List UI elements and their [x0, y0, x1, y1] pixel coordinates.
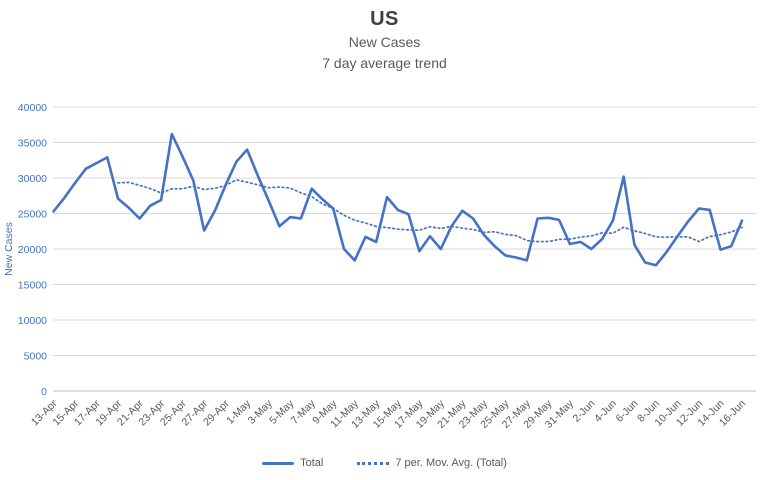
plot-svg: 0 5000 10000 15000 20000 25000 30000 35000 40000… — [3, 102, 756, 431]
total-line[interactable] — [52, 132, 744, 267]
y-tick-label: 0 — [41, 386, 47, 398]
legend-item-moving-average[interactable]: 7 per. Mov. Avg. (Total) — [357, 457, 507, 469]
chart-title-block: US New Cases 7 day average trend — [0, 6, 769, 74]
y-tick-label: 25000 — [18, 208, 47, 220]
avg-line-swatch-icon — [357, 461, 390, 465]
legend-label-moving-average: 7 per. Mov. Avg. (Total) — [395, 457, 507, 469]
y-tick-label: 35000 — [18, 137, 47, 149]
y-tick-label: 20000 — [18, 244, 47, 256]
y-tick-label: 15000 — [18, 279, 47, 291]
x-tick-label: 4-Jun — [592, 398, 619, 425]
y-tick-label: 40000 — [18, 102, 47, 114]
chart-subtitle-1: New Cases — [348, 34, 421, 50]
chart-subtitle-2: 7 day average trend — [322, 55, 447, 71]
y-tick-label: 30000 — [18, 173, 47, 185]
total-line-swatch-icon — [262, 461, 295, 465]
legend-item-total[interactable]: Total — [262, 457, 323, 469]
y-tick-label: 5000 — [24, 350, 48, 362]
chart-title: US — [370, 8, 399, 30]
x-tick-label: 2-Jun — [570, 398, 597, 425]
legend-label-total: Total — [300, 457, 324, 469]
legend: Total 7 per. Mov. Avg. (Total) — [0, 457, 769, 469]
y-tick-label: 10000 — [18, 315, 47, 327]
y-axis-title: New Cases — [3, 222, 15, 276]
moving-average-line[interactable] — [117, 179, 743, 243]
x-tick-label: 6-Jun — [613, 398, 640, 425]
